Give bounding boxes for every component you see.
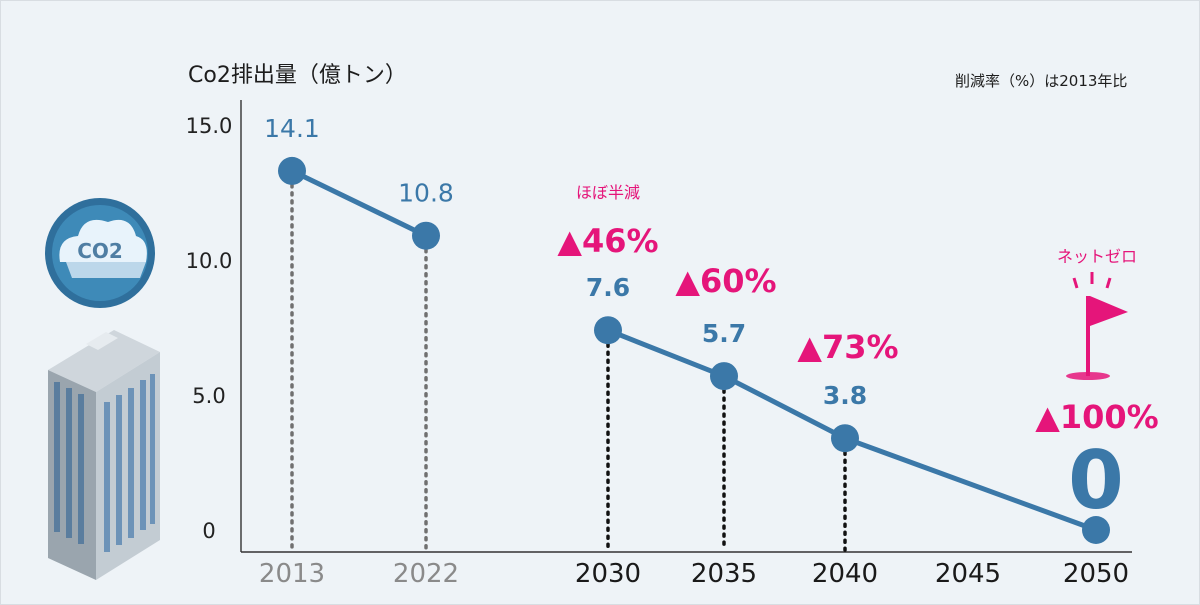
data-point bbox=[412, 221, 440, 250]
co2-text: CO2 bbox=[77, 239, 123, 263]
data-point bbox=[278, 156, 306, 185]
x-tick-label: 2013 bbox=[259, 559, 325, 589]
y-tick-label: 0 bbox=[202, 519, 215, 543]
reduction-labels: ▲46% ほぼ半減 ▲60% ▲73% ▲100% ネットゼロ bbox=[557, 183, 1158, 436]
reduction-note: ほぼ半減 bbox=[576, 183, 640, 202]
x-tick-label: 2040 bbox=[812, 559, 878, 589]
y-tick-label: 5.0 bbox=[192, 384, 225, 408]
data-point bbox=[710, 362, 738, 391]
series-points bbox=[278, 156, 1110, 544]
data-label: 5.7 bbox=[702, 319, 746, 348]
y-tick-label: 15.0 bbox=[186, 114, 233, 138]
x-tick-label: 2022 bbox=[393, 559, 459, 589]
reduction-note: ネットゼロ bbox=[1057, 247, 1137, 266]
reduction-label: ▲60% bbox=[675, 262, 776, 300]
series-line-actual bbox=[290, 168, 428, 238]
y-tick-labels: 15.0 10.0 5.0 0 bbox=[186, 114, 233, 543]
co2-cloud-icon: CO2 bbox=[45, 198, 155, 308]
data-label: 10.8 bbox=[398, 179, 454, 208]
data-label: 0 bbox=[1068, 434, 1124, 527]
y-tick-label: 10.0 bbox=[186, 249, 233, 273]
x-tick-label: 2030 bbox=[575, 559, 641, 589]
x-tick-label: 2050 bbox=[1063, 559, 1129, 589]
data-label: 3.8 bbox=[823, 381, 867, 410]
data-point bbox=[1082, 516, 1110, 544]
data-point bbox=[831, 424, 859, 453]
reduction-label: ▲100% bbox=[1035, 398, 1158, 436]
value-labels: 14.1 10.8 7.6 5.7 3.8 0 bbox=[264, 114, 1124, 527]
chart-title: Co2排出量（億トン） bbox=[188, 63, 407, 88]
reduction-label: ▲73% bbox=[797, 328, 898, 366]
x-tick-label: 2045 bbox=[935, 559, 1001, 589]
building-icon bbox=[48, 330, 160, 580]
data-label: 7.6 bbox=[586, 273, 630, 302]
x-tick-label: 2035 bbox=[691, 559, 757, 589]
guide-lines bbox=[290, 183, 847, 552]
net-zero-flag-icon bbox=[1066, 272, 1128, 380]
data-point bbox=[594, 316, 622, 345]
reduction-label: ▲46% bbox=[557, 222, 658, 260]
series-lines bbox=[290, 168, 1097, 533]
series-line-target bbox=[607, 327, 1097, 533]
reduction-note: 削減率（%）は2013年比 bbox=[955, 72, 1127, 90]
x-tick-labels: 2013 2022 2030 2035 2040 2045 2050 bbox=[259, 559, 1129, 589]
data-label: 14.1 bbox=[264, 114, 320, 143]
